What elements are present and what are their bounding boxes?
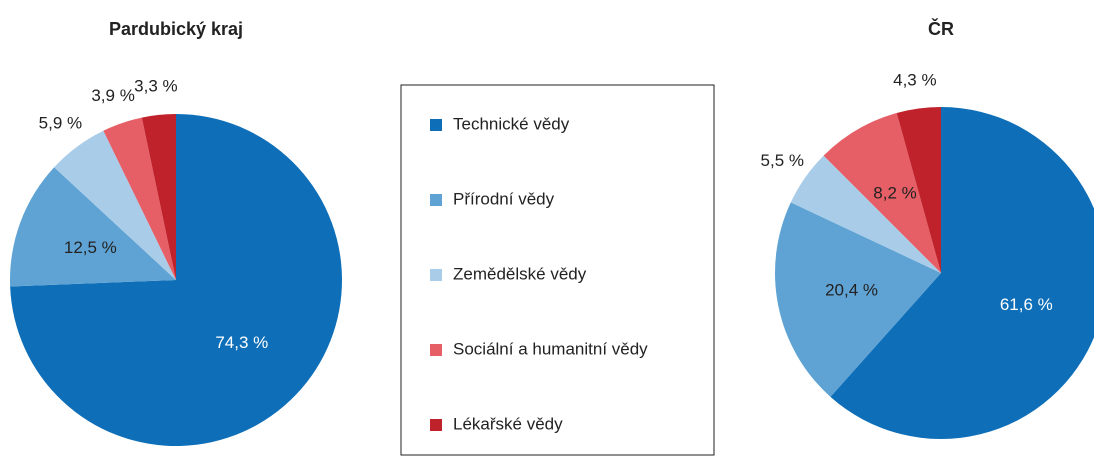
pie-slice — [775, 202, 941, 397]
data-label: 12,5 % — [64, 238, 117, 257]
data-label: 61,6 % — [1000, 295, 1053, 314]
pie-slice — [54, 130, 176, 280]
data-label: 74,3 % — [215, 333, 268, 352]
pie-slice — [10, 167, 176, 287]
legend-label: Sociální a humanitní vědy — [453, 339, 648, 358]
pie-slice — [141, 114, 176, 280]
pie-slice — [896, 107, 941, 273]
data-label: 4,3 % — [893, 70, 936, 89]
legend-swatch — [430, 119, 442, 131]
legend-swatch — [430, 194, 442, 206]
chart-title: Pardubický kraj — [109, 19, 243, 39]
pie-slice — [823, 113, 941, 273]
pie-slice — [830, 107, 1094, 439]
pie-slice — [10, 114, 342, 446]
legend-label: Zemědělské vědy — [453, 264, 587, 283]
pie-slice — [790, 155, 941, 273]
legend-box — [400, 84, 715, 456]
legend-swatch — [430, 269, 442, 281]
data-label: 3,9 % — [91, 86, 134, 105]
legend-label: Technické vědy — [453, 114, 570, 133]
legend-label: Lékařské vědy — [453, 414, 563, 433]
data-label: 20,4 % — [825, 281, 878, 300]
data-label: 3,3 % — [134, 77, 177, 96]
data-label: 5,5 % — [761, 151, 804, 170]
legend-swatch — [430, 419, 442, 431]
legend-label: Přírodní vědy — [453, 189, 555, 208]
chart-title: ČR — [928, 18, 954, 39]
legend-swatch — [430, 344, 442, 356]
data-label: 8,2 % — [873, 184, 916, 203]
data-label: 5,9 % — [39, 114, 82, 133]
pie-slice — [103, 117, 176, 280]
